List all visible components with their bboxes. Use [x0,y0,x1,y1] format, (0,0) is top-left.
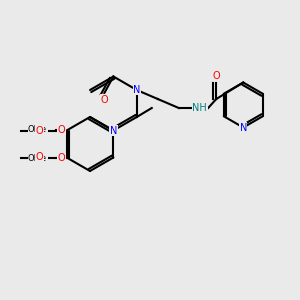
Text: N: N [240,122,247,133]
Text: O: O [58,125,65,135]
Text: O: O [100,94,108,105]
Text: OMe: OMe [28,125,47,134]
Text: O: O [212,71,220,81]
Text: N: N [110,125,117,136]
Text: N: N [133,85,140,95]
Text: OMe: OMe [28,154,47,163]
Text: NH: NH [192,103,207,113]
Text: O: O [36,125,43,136]
Text: O: O [36,152,43,163]
Text: O: O [58,153,65,163]
